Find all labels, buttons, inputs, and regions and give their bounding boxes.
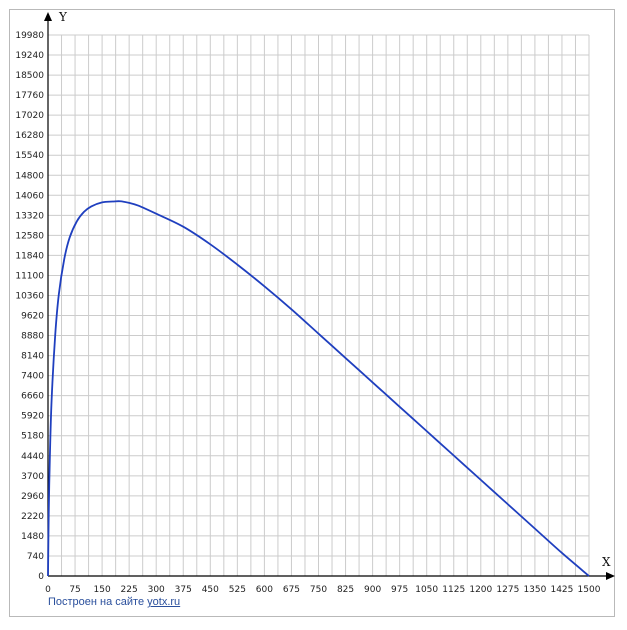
x-tick-label: 0 (45, 585, 51, 595)
y-tick-label: 7400 (21, 372, 44, 382)
x-tick-label: 975 (391, 585, 408, 595)
x-tick-label: 750 (310, 585, 327, 595)
y-axis-label: Y (58, 10, 68, 24)
y-tick-label: 740 (27, 552, 44, 562)
x-tick-label: 150 (94, 585, 111, 595)
y-tick-label: 5180 (21, 432, 44, 442)
x-axis-arrow-icon (606, 572, 615, 580)
x-tick-label: 675 (283, 585, 300, 595)
credit-link[interactable]: yotx.ru (147, 596, 181, 608)
x-tick-label: 1500 (578, 585, 601, 595)
x-tick-label: 1050 (415, 585, 438, 595)
y-tick-label: 8880 (21, 332, 44, 342)
x-tick-label: 1275 (496, 585, 519, 595)
y-tick-label: 1480 (21, 532, 44, 542)
y-tick-label: 15540 (15, 151, 44, 161)
y-tick-label: 19240 (15, 51, 44, 61)
y-tick-label: 2960 (21, 492, 44, 502)
x-tick-label: 1125 (442, 585, 465, 595)
y-tick-label: 6660 (21, 392, 44, 402)
series-group (47, 200, 590, 577)
x-axis-label: X (602, 555, 611, 569)
credit-prefix: Построен на сайте (48, 596, 148, 608)
axes (44, 12, 615, 580)
credit-line: Построен на сайте yotx.ru (48, 596, 180, 608)
tick-labels: 0 75 150 225 300 375 450 525 600 675 750 825 900 975 1… (15, 31, 600, 595)
y-tick-label: 14800 (15, 171, 44, 181)
x-tick-label: 1350 (523, 585, 546, 595)
x-tick-label: 300 (148, 585, 165, 595)
x-tick-label: 1425 (550, 585, 573, 595)
y-tick-label: 11840 (15, 251, 44, 261)
y-axis-arrow-icon (44, 12, 52, 21)
series-line (47, 200, 590, 577)
y-tick-label: 16280 (15, 131, 44, 141)
y-tick-label: 4440 (21, 452, 44, 462)
y-tick-label: 11100 (15, 271, 44, 281)
y-tick-label: 10360 (15, 291, 44, 301)
x-tick-label: 825 (337, 585, 354, 595)
y-tick-label: 17020 (15, 111, 44, 121)
x-tick-label: 1200 (469, 585, 492, 595)
y-tick-label: 19980 (15, 31, 44, 41)
y-tick-label: 9620 (21, 312, 44, 322)
y-tick-label: 3700 (21, 472, 44, 482)
y-tick-label: 2220 (21, 512, 44, 522)
x-tick-label: 375 (175, 585, 192, 595)
x-tick-label: 525 (229, 585, 246, 595)
y-tick-label: 12580 (15, 231, 44, 241)
x-tick-label: 900 (364, 585, 381, 595)
x-tick-label: 225 (121, 585, 138, 595)
y-tick-label: 18500 (15, 71, 44, 81)
y-tick-label: 13320 (15, 211, 44, 221)
grid (47, 34, 590, 577)
y-tick-label: 0 (38, 572, 44, 582)
y-tick-label: 8140 (21, 352, 44, 362)
x-tick-label: 75 (69, 585, 80, 595)
y-tick-label: 5920 (21, 412, 44, 422)
y-tick-label: 14060 (15, 191, 44, 201)
x-tick-label: 450 (202, 585, 219, 595)
x-tick-label: 600 (256, 585, 273, 595)
y-tick-label: 17760 (15, 91, 44, 101)
